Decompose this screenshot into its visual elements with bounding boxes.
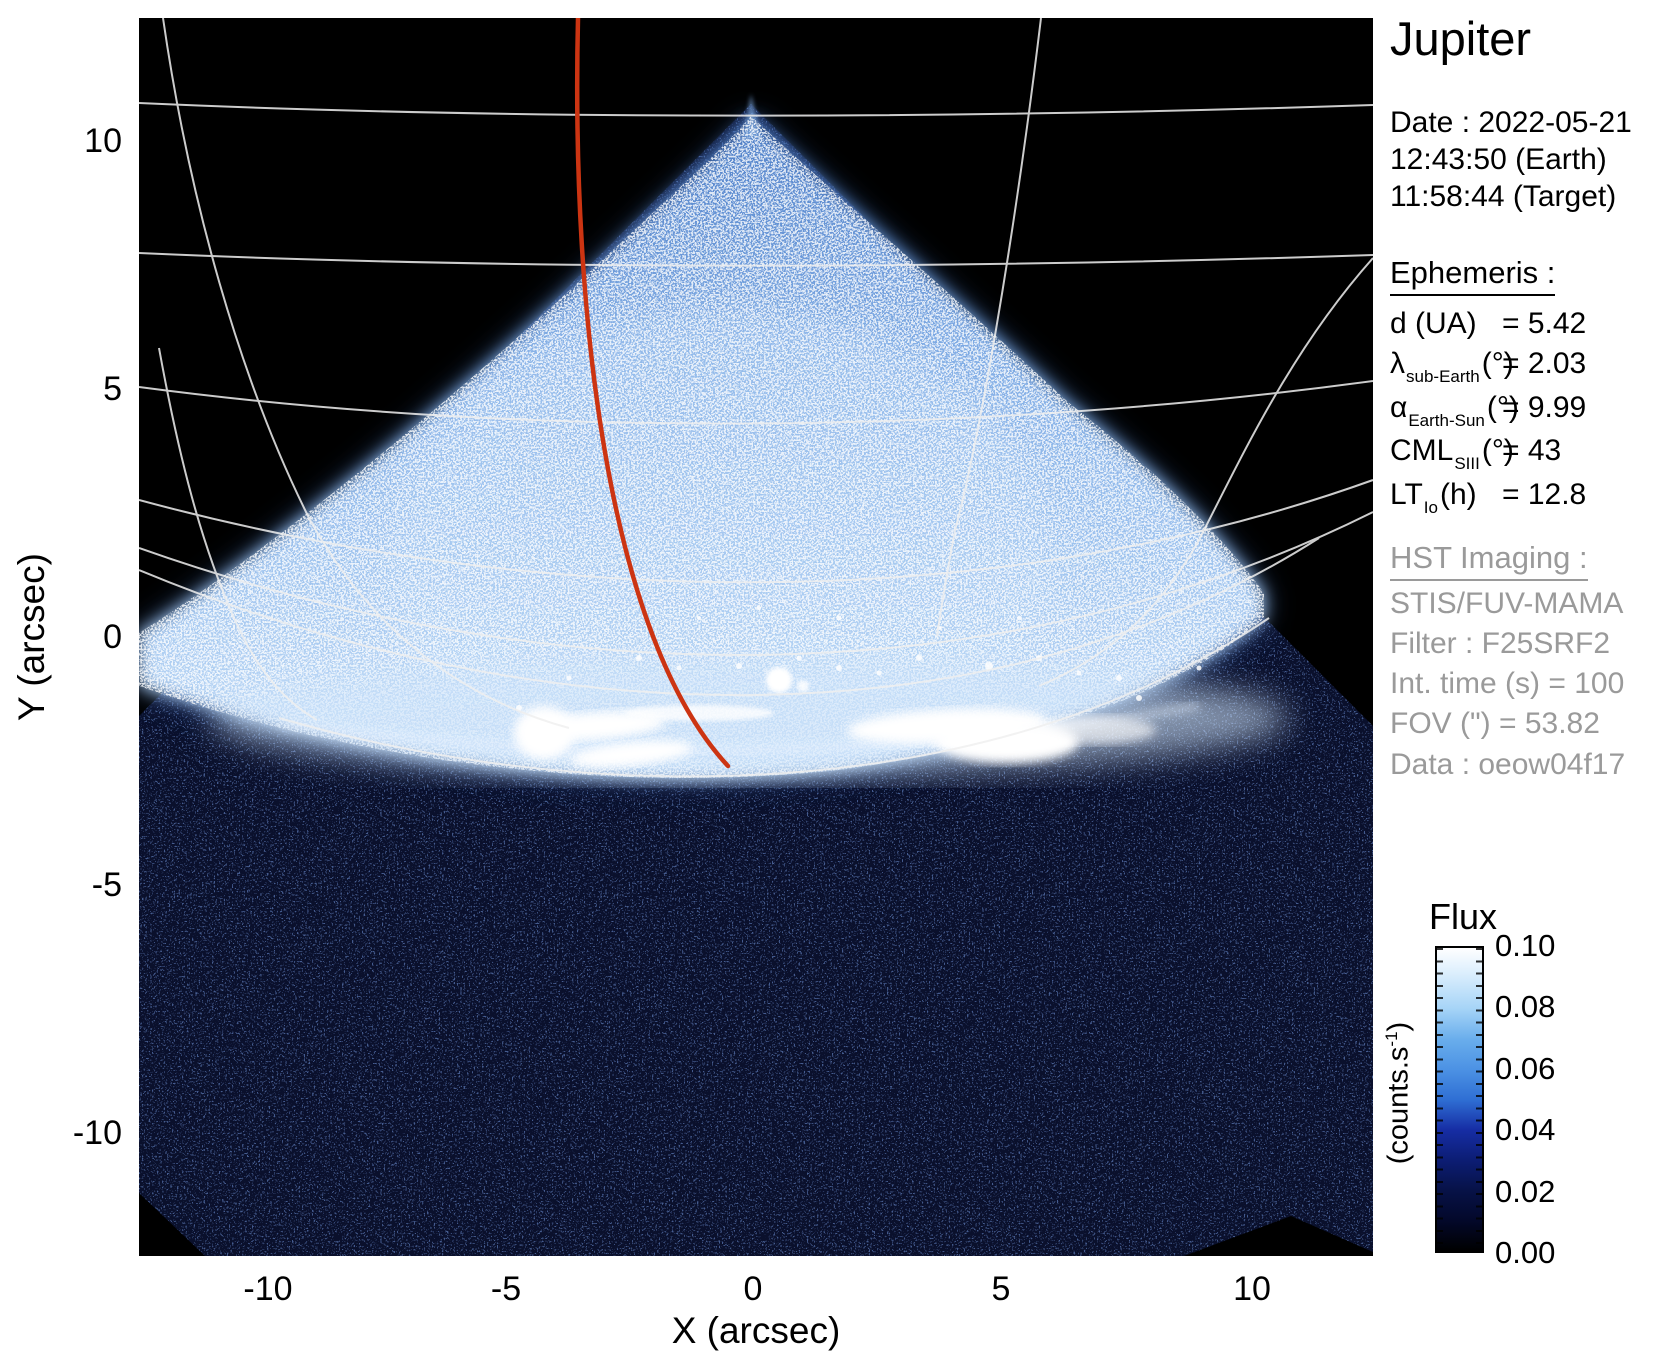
colorbar-ticks-right xyxy=(1476,948,1482,1251)
page-title: Jupiter xyxy=(1390,12,1532,65)
hst-instrument: STIS/FUV-MAMA xyxy=(1390,587,1624,620)
x-tick-m5: -5 xyxy=(490,1270,522,1308)
y-tick-m5: -5 xyxy=(91,866,122,904)
hst-filter: Filter : F25SRF2 xyxy=(1390,627,1611,660)
ephemeris-row-sub-earth-lat: λsub-Earth(°) = 2.03 xyxy=(1390,345,1671,386)
eph-unit: (h) xyxy=(1439,478,1477,511)
colorbar-tick-004: 0.04 xyxy=(1495,1112,1556,1147)
eph-unit: (°) xyxy=(1481,347,1514,380)
eph-value: = 2.03 xyxy=(1502,347,1587,380)
x-tick-m10: -10 xyxy=(243,1270,293,1308)
eph-unit: (°) xyxy=(1486,391,1519,424)
colorbar-tick-008: 0.08 xyxy=(1495,989,1556,1024)
auroral-emission xyxy=(209,606,1289,776)
x-tick-0: 0 xyxy=(743,1270,763,1308)
eph-value: = 43 xyxy=(1502,434,1562,467)
eph-value: = 5.42 xyxy=(1502,307,1587,340)
colorbar-ticks-left xyxy=(1437,948,1443,1251)
colorbar-tick-000: 0.00 xyxy=(1495,1235,1556,1270)
colorbar-gradient xyxy=(1435,946,1484,1253)
image-plot xyxy=(138,15,1374,1256)
colorbar-tick-006: 0.06 xyxy=(1495,1051,1556,1086)
colorbar-tick-002: 0.02 xyxy=(1495,1174,1556,1209)
hst-int-time: Int. time (s) = 100 xyxy=(1390,667,1625,700)
eph-label: α xyxy=(1390,391,1408,424)
y-axis-label: Y (arcsec) xyxy=(11,553,52,721)
eph-label: CML xyxy=(1390,434,1454,467)
x-axis-label: X (arcsec) xyxy=(671,1310,841,1351)
ephemeris-row-phase-angle: αEarth-Sun(°) = 9.99 xyxy=(1390,389,1671,430)
eph-sub: Io xyxy=(1423,498,1438,517)
colorbar-title: Flux xyxy=(1428,896,1497,937)
ephemeris-heading: Ephemeris : xyxy=(1390,255,1556,296)
eph-value: = 9.99 xyxy=(1502,391,1587,424)
graticule-lines xyxy=(138,17,1374,778)
ephemeris-row-cml: CMLSIII(°) = 43 xyxy=(1390,432,1671,473)
unit-prefix: (counts.s xyxy=(1382,1046,1415,1165)
colorbar-tick-010: 0.10 xyxy=(1495,928,1556,963)
hst-fov: FOV (") = 53.82 xyxy=(1390,707,1600,740)
eph-sub: SIII xyxy=(1454,454,1480,473)
central-meridian-line xyxy=(574,15,731,769)
eph-sub: Earth-Sun xyxy=(1408,411,1485,430)
y-tick-0: 0 xyxy=(103,618,122,656)
hst-data-id: Data : oeow04f17 xyxy=(1390,748,1626,781)
obs-date: Date : 2022-05-21 xyxy=(1390,106,1632,139)
x-tick-10: 10 xyxy=(1233,1270,1271,1308)
eph-label: LT xyxy=(1390,478,1423,511)
obs-time-earth: 12:43:50 (Earth) xyxy=(1390,143,1607,176)
eph-label: d (UA) xyxy=(1390,307,1477,340)
eph-sub: sub-Earth xyxy=(1406,367,1480,386)
y-tick-5: 5 xyxy=(103,370,122,408)
unit-exponent: -1 xyxy=(1382,1031,1401,1047)
ephemeris-row-distance: d (UA) = 5.42 xyxy=(1390,305,1671,343)
eph-unit: (°) xyxy=(1481,434,1514,467)
y-tick-10: 10 xyxy=(84,122,122,160)
hst-heading: HST Imaging : xyxy=(1390,540,1588,581)
obs-time-target: 11:58:44 (Target) xyxy=(1390,180,1617,213)
y-tick-m10: -10 xyxy=(72,1114,122,1152)
ephemeris-row-io-local-time: LTIo(h) = 12.8 xyxy=(1390,476,1671,517)
x-tick-5: 5 xyxy=(991,1270,1011,1308)
eph-label: λ xyxy=(1390,347,1405,380)
fuv-image xyxy=(138,15,1374,1256)
unit-suffix: ) xyxy=(1382,1021,1415,1032)
eph-value: = 12.8 xyxy=(1502,478,1587,511)
colorbar-unit-label: (counts.s-1) xyxy=(1382,953,1424,1233)
